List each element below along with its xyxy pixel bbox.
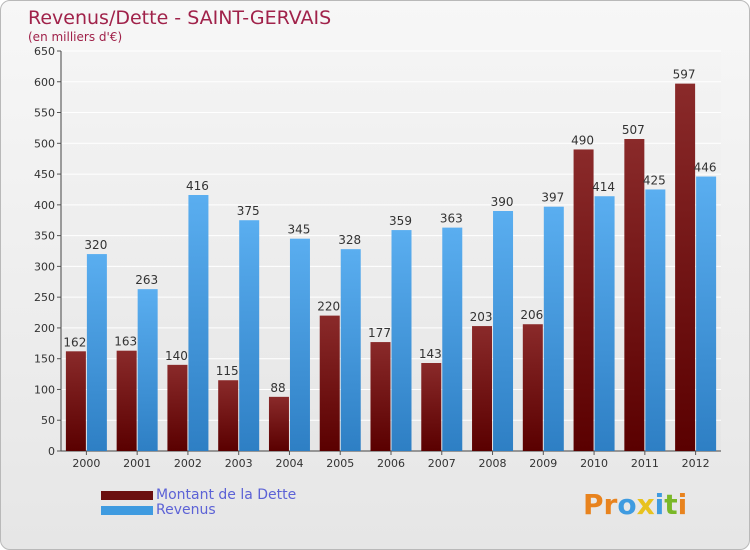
data-label-dette-2010: 490 xyxy=(571,133,594,147)
x-tick-label: 2010 xyxy=(580,457,608,470)
x-tick-label: 2007 xyxy=(428,457,456,470)
x-tick-label: 2000 xyxy=(72,457,100,470)
x-tick-label: 2012 xyxy=(682,457,710,470)
y-tick-label: 350 xyxy=(34,230,55,243)
bar-dette-2002 xyxy=(167,364,188,451)
bar-dette-2006 xyxy=(370,342,391,451)
x-tick-label: 2003 xyxy=(225,457,253,470)
y-tick-label: 500 xyxy=(34,137,55,150)
data-label-revenus-2002: 416 xyxy=(186,179,209,193)
y-tick-label: 450 xyxy=(34,168,55,181)
data-label-dette-2012: 597 xyxy=(673,68,696,82)
bar-dette-2001 xyxy=(116,350,137,451)
bar-revenus-2000 xyxy=(86,254,107,451)
proxiti-logo: Proxiti xyxy=(583,488,688,521)
x-tick-label: 2008 xyxy=(479,457,507,470)
bar-revenus-2002 xyxy=(188,195,209,451)
bar-revenus-2005 xyxy=(340,249,361,451)
data-label-revenus-2008: 390 xyxy=(491,195,514,209)
chart-title: Revenus/Dette - SAINT-GERVAIS xyxy=(28,7,332,29)
y-tick-label: 300 xyxy=(34,260,55,273)
y-tick-label: 150 xyxy=(34,353,55,366)
y-tick-label: 200 xyxy=(34,322,55,335)
data-label-revenus-2012: 446 xyxy=(694,161,717,175)
data-label-dette-2003: 115 xyxy=(216,364,239,378)
bar-revenus-2010 xyxy=(594,196,615,451)
bar-revenus-2001 xyxy=(137,289,158,451)
bar-revenus-2006 xyxy=(391,230,412,451)
data-label-revenus-2007: 363 xyxy=(440,212,463,226)
x-tick-label: 2009 xyxy=(529,457,557,470)
bar-revenus-2007 xyxy=(442,227,463,451)
bar-dette-2005 xyxy=(319,315,340,451)
bar-dette-2012 xyxy=(675,83,696,451)
x-tick-label: 2002 xyxy=(174,457,202,470)
bar-revenus-2012 xyxy=(696,176,717,452)
bar-dette-2003 xyxy=(218,380,239,451)
data-label-dette-2004: 88 xyxy=(270,381,285,395)
data-label-dette-2008: 203 xyxy=(470,310,493,324)
bar-dette-2011 xyxy=(624,139,645,451)
legend-swatch-revenus xyxy=(101,506,153,515)
y-tick-label: 50 xyxy=(41,414,55,427)
y-tick-label: 100 xyxy=(34,383,55,396)
y-tick-label: 250 xyxy=(34,291,55,304)
legend-label-dette: Montant de la Dette xyxy=(156,487,297,503)
data-label-revenus-2009: 397 xyxy=(541,191,564,205)
data-label-revenus-2006: 359 xyxy=(389,214,412,228)
data-label-dette-2011: 507 xyxy=(622,123,645,137)
data-label-revenus-2004: 345 xyxy=(288,223,311,237)
bar-dette-2009 xyxy=(522,324,543,451)
bar-dette-2004 xyxy=(268,396,289,451)
bar-revenus-2003 xyxy=(239,220,260,451)
bar-revenus-2011 xyxy=(645,189,666,451)
y-tick-label: 0 xyxy=(48,445,55,458)
data-label-dette-2001: 163 xyxy=(114,335,137,349)
data-label-revenus-2005: 328 xyxy=(338,233,361,247)
bar-revenus-2009 xyxy=(543,206,564,451)
data-label-revenus-2011: 425 xyxy=(643,173,666,187)
bar-revenus-2004 xyxy=(289,238,310,451)
data-label-dette-2002: 140 xyxy=(165,349,188,363)
data-label-dette-2005: 220 xyxy=(317,300,340,314)
data-label-revenus-2010: 414 xyxy=(592,180,615,194)
chart-subtitle: (en milliers d'€) xyxy=(28,30,123,44)
legend-label-revenus: Revenus xyxy=(156,502,216,518)
data-label-dette-2006: 177 xyxy=(368,326,391,340)
bar-revenus-2008 xyxy=(493,211,514,451)
y-tick-label: 550 xyxy=(34,107,55,120)
x-tick-label: 2011 xyxy=(631,457,659,470)
y-tick-label: 650 xyxy=(34,45,55,58)
bar-dette-2007 xyxy=(421,363,442,451)
x-tick-label: 2004 xyxy=(275,457,303,470)
x-tick-label: 2006 xyxy=(377,457,405,470)
data-label-dette-2007: 143 xyxy=(419,347,442,361)
bar-dette-2008 xyxy=(472,326,493,451)
bar-dette-2010 xyxy=(573,149,594,451)
data-label-dette-2009: 206 xyxy=(520,308,543,322)
data-label-revenus-2003: 375 xyxy=(237,204,260,218)
data-label-dette-2000: 162 xyxy=(63,335,86,349)
x-tick-label: 2001 xyxy=(123,457,151,470)
y-tick-label: 600 xyxy=(34,76,55,89)
x-tick-label: 2005 xyxy=(326,457,354,470)
data-label-revenus-2000: 320 xyxy=(84,238,107,252)
legend-swatch-dette xyxy=(101,491,153,500)
data-label-revenus-2001: 263 xyxy=(135,273,158,287)
bar-dette-2000 xyxy=(65,351,86,451)
plot-area xyxy=(61,51,721,451)
y-tick-label: 400 xyxy=(34,199,55,212)
